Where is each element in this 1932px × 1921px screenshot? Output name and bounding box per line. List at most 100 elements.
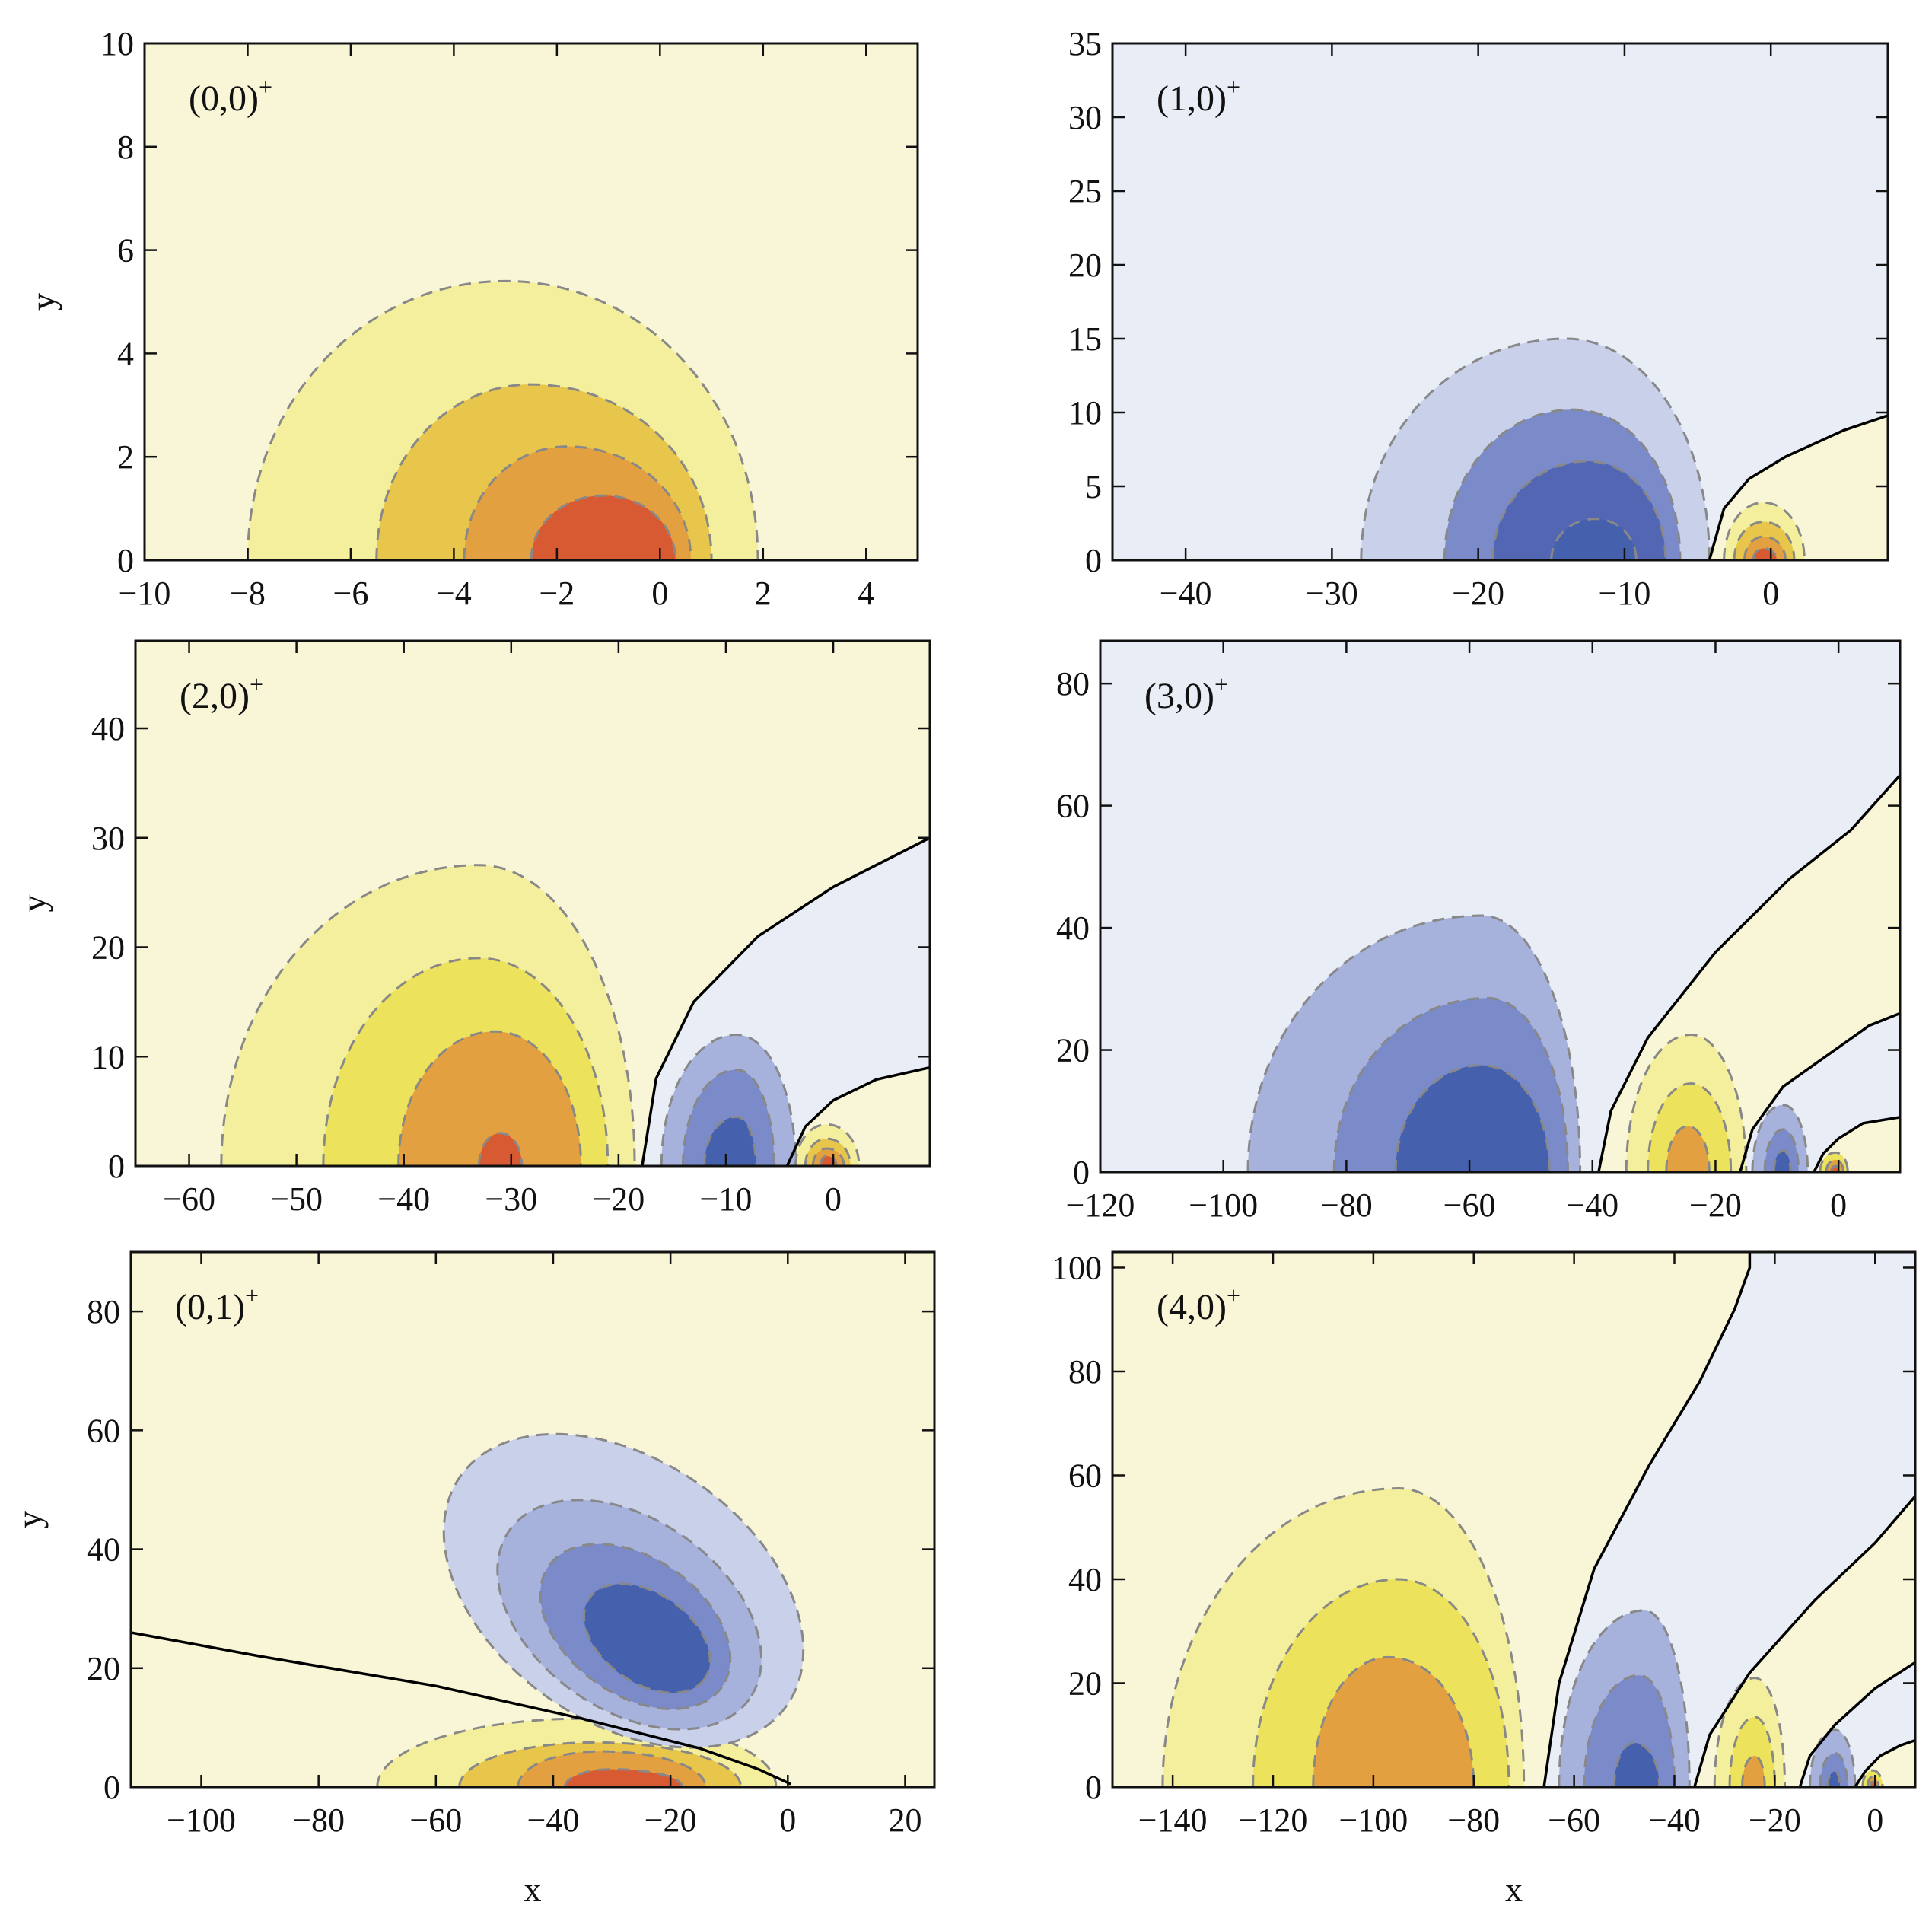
x-tick-label: −10	[1599, 575, 1651, 612]
x-tick-label: −60	[1443, 1187, 1496, 1224]
plot-frame	[134, 639, 931, 1168]
plot-area	[145, 43, 918, 560]
x-tick-label: −20	[1452, 575, 1504, 612]
y-axis-label: y	[10, 1511, 49, 1528]
y-tick-label: 100	[1052, 1249, 1102, 1286]
y-axis-label: y	[14, 895, 53, 913]
x-tick-label: −60	[163, 1180, 215, 1218]
x-tick-label: −40	[1648, 1802, 1701, 1839]
node-line	[1708, 414, 1888, 560]
y-tick-label: 0	[103, 1769, 120, 1806]
x-tick-label: −8	[230, 575, 266, 612]
panel-title-sup: +	[259, 73, 272, 100]
y-tick-label: 80	[1068, 1353, 1102, 1391]
panel-2-0: −60 −50 −40 −30 −20 −10 0 0 10 20 30 40 (2,0)+ y	[14, 639, 931, 1218]
x-tick-label: 0	[1867, 1802, 1883, 1839]
panel-title: (4,0)+	[1157, 1282, 1240, 1327]
plot-frame	[1099, 639, 1902, 1174]
y-tick-label: 25	[1068, 173, 1102, 210]
x-tick-label: 0	[779, 1802, 796, 1839]
node-line	[785, 1066, 930, 1166]
y-tick-label: 20	[87, 1650, 120, 1687]
node-line	[1739, 1011, 1900, 1172]
y-tick-label: 5	[1085, 468, 1102, 505]
y-tick-label: 0	[1085, 1769, 1102, 1806]
panel-title-sup: +	[1214, 671, 1228, 698]
negative-contour	[582, 1582, 711, 1694]
y-tick-label: 0	[108, 1148, 125, 1185]
y-tick-label: 4	[117, 335, 134, 372]
x-tick-label: 20	[888, 1802, 921, 1839]
x-tick-label: −100	[167, 1802, 236, 1839]
positive-contour	[1665, 1125, 1711, 1172]
y-tick-label: 0	[1073, 1154, 1090, 1191]
positive-contour	[1741, 1754, 1766, 1787]
panel-1-0: −40 −30 −20 −10 0 0 5 10 15 20 25 30 35 (1,0)+	[1068, 25, 1889, 612]
y-axis-label: y	[24, 293, 62, 311]
y-tick-label: 40	[1068, 1561, 1102, 1598]
x-tick-label: −60	[409, 1802, 462, 1839]
y-tick-label: 30	[91, 820, 125, 857]
x-tick-label: −80	[1320, 1187, 1373, 1224]
y-tick-label: 0	[117, 542, 134, 579]
panel-title: (0,1)+	[175, 1282, 259, 1327]
y-tick-label: 60	[1056, 788, 1090, 825]
negative-contour	[1394, 1064, 1551, 1172]
y-tick-label: 30	[1068, 99, 1102, 136]
x-tick-label: 0	[651, 575, 668, 612]
y-tick-label: 40	[87, 1531, 120, 1569]
y-tick-label: 40	[91, 710, 125, 747]
panel-title-text: (0,1)	[175, 1287, 245, 1327]
y-tick-label: 0	[1085, 542, 1102, 579]
node-line	[1542, 1252, 1752, 1787]
panel-title-text: (1,0)	[1157, 78, 1227, 119]
node-line	[1798, 1661, 1915, 1787]
y-tick-label: 60	[87, 1412, 120, 1449]
x-tick-label: −40	[377, 1180, 430, 1218]
panel-0-0: −10 −8 −6 −4 −2 0 2 4 0 2 4 6 8 10 (0,0)+ y	[24, 25, 919, 612]
plot-frame	[143, 42, 919, 562]
panel-4-0: −140 −120 −100 −80 −60 −40 −20 0 0 20 40 60 80 100 (4,…	[1052, 1249, 1917, 1909]
negative-contour	[1772, 1149, 1792, 1172]
negative-contour	[703, 1115, 757, 1166]
y-tick-label: 60	[1068, 1457, 1102, 1494]
panel-title-text: (3,0)	[1144, 676, 1214, 716]
x-tick-label: 2	[755, 575, 772, 612]
y-tick-label: 35	[1068, 25, 1102, 62]
y-tick-label: 8	[117, 129, 134, 166]
y-tick-label: 10	[91, 1038, 125, 1075]
x-tick-label: −100	[1338, 1802, 1408, 1839]
panel-title: (1,0)+	[1157, 73, 1240, 119]
x-tick-label: −2	[539, 575, 575, 612]
y-tick-label: 20	[1056, 1032, 1090, 1069]
x-tick-label: −40	[1160, 575, 1212, 612]
panel-title-sup: +	[1227, 1282, 1240, 1309]
negative-contour	[1819, 1752, 1849, 1787]
x-tick-label: −20	[1749, 1802, 1801, 1839]
y-tick-label: 10	[100, 25, 134, 62]
x-axis-label: x	[1505, 1870, 1523, 1909]
plot-area	[131, 1252, 934, 1787]
plot-frame	[129, 1250, 936, 1789]
panel-title-sup: +	[245, 1282, 259, 1309]
x-tick-label: −30	[485, 1180, 537, 1218]
node-line	[1597, 774, 1900, 1172]
plot-area	[135, 641, 930, 1166]
positive-contour	[563, 1768, 684, 1787]
x-axis-label: x	[524, 1870, 542, 1909]
plot-area	[1112, 43, 1888, 560]
plot-frame	[1111, 1250, 1917, 1789]
x-tick-label: −10	[119, 575, 171, 612]
panel-title-sup: +	[1227, 73, 1240, 100]
node-line	[131, 1631, 791, 1786]
panel-title: (2,0)+	[180, 671, 263, 716]
panel-title-text: (4,0)	[1157, 1287, 1227, 1327]
x-tick-label: −6	[333, 575, 369, 612]
node-line	[1693, 1495, 1915, 1787]
y-tick-label: 80	[87, 1293, 120, 1330]
x-tick-label: −20	[592, 1180, 645, 1218]
x-tick-label: −10	[700, 1180, 753, 1218]
positive-contour	[530, 494, 677, 560]
x-tick-label: −20	[645, 1802, 697, 1839]
